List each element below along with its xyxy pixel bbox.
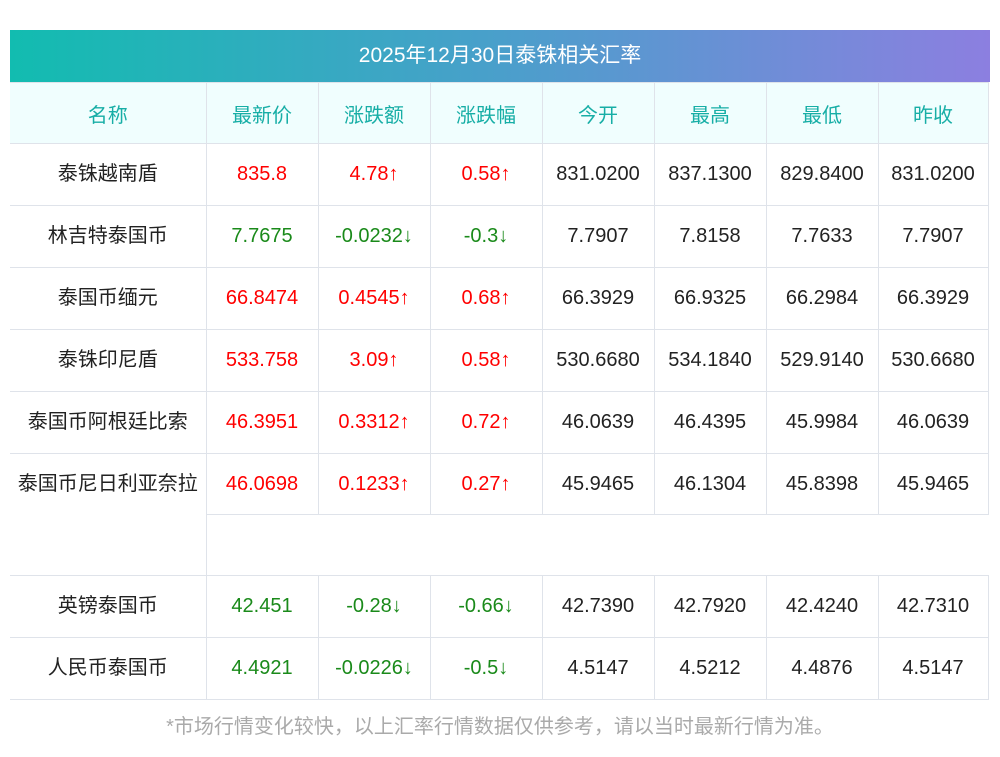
column-header: 最低 [765,82,879,144]
cell-pct: 0.68↑ [429,267,543,330]
cell-open: 7.7907 [541,205,655,268]
cell-high: 7.8158 [653,205,767,268]
cell-open: 4.5147 [541,637,655,700]
currency-pair-name: 英镑泰国币 [10,575,207,638]
cell-open: 530.6680 [541,329,655,392]
table-row: 泰国币尼日利亚奈拉 46.0698 0.1233↑ 0.27↑ 45.9465 46.13… [10,453,989,576]
cell-high: 46.1304 [653,453,767,515]
disclaimer-note: *市场行情变化较快，以上汇率行情数据仅供参考，请以当时最新行情为准。 [166,716,834,738]
table-row: 泰国币阿根廷比索 46.3951 0.3312↑ 0.72↑ 46.0639 46.439… [10,391,989,454]
column-header: 最高 [653,82,767,144]
cell-change: 0.4545↑ [317,267,431,330]
wrap-row [10,514,988,576]
currency-pair-name: 泰铢越南盾 [10,143,207,206]
cell-low: 4.4876 [765,637,879,700]
exchange-rate-table: 名称 最新价 涨跌额 涨跌幅 今开 最高 最低 昨收 泰铢越南盾 835.8 4.78↑ 0.58↑… [10,82,989,700]
currency-pair-name: 人民币泰国币 [10,637,207,700]
table-row: 泰铢越南盾 835.8 4.78↑ 0.58↑ 831.0200 837.1300 829.… [10,143,989,206]
column-header: 涨跌幅 [429,82,543,144]
cell-low: 829.8400 [765,143,879,206]
cell-pct: 0.58↑ [429,143,543,206]
cell-pct: -0.66↓ [429,575,543,638]
cell-high: 46.4395 [653,391,767,454]
cell-prev: 42.7310 [877,575,989,638]
cell-latest: 42.451 [205,575,319,638]
cell-change: 0.1233↑ [317,453,431,515]
cell-high: 534.1840 [653,329,767,392]
cell-high: 42.7920 [653,575,767,638]
cell-latest: 46.3951 [205,391,319,454]
currency-pair-name: 泰铢印尼盾 [10,329,207,392]
cell-prev: 831.0200 [877,143,989,206]
cell-pct: 0.27↑ [429,453,543,515]
table-row: 林吉特泰国币 7.7675 -0.0232↓ -0.3↓ 7.7907 7.8158 7.7… [10,205,989,268]
cell-open: 66.3929 [541,267,655,330]
cell-low: 42.4240 [765,575,879,638]
cell-prev: 4.5147 [877,637,989,700]
cell-high: 4.5212 [653,637,767,700]
cell-change: 4.78↑ [317,143,431,206]
cell-latest: 835.8 [205,143,319,206]
cell-change: -0.28↓ [317,575,431,638]
table-row: 英镑泰国币 42.451 -0.28↓ -0.66↓ 42.7390 42.7920 42.… [10,575,989,638]
table-row: 泰铢印尼盾 533.758 3.09↑ 0.58↑ 530.6680 534.1840 52… [10,329,989,392]
cell-high: 66.9325 [653,267,767,330]
column-header: 涨跌额 [317,82,431,144]
column-header: 昨收 [877,82,989,144]
cell-low: 45.8398 [765,453,879,515]
empty-cell [206,514,988,576]
currency-pair-name: 泰国币阿根廷比索 [10,391,207,454]
cell-prev: 46.0639 [877,391,989,454]
cell-open: 831.0200 [541,143,655,206]
cell-low: 529.9140 [765,329,879,392]
cell-low: 66.2984 [765,267,879,330]
header-row: 名称 最新价 涨跌额 涨跌幅 今开 最高 最低 昨收 [10,82,989,144]
cell-open: 45.9465 [541,453,655,515]
cell-latest: 46.0698 [205,453,319,515]
cell-pct: -0.3↓ [429,205,543,268]
table-row: 泰国币缅元 66.8474 0.4545↑ 0.68↑ 66.3929 66.9325 66… [10,267,989,330]
currency-pair-name: 林吉特泰国币 [10,205,207,268]
cell-pct: 0.72↑ [429,391,543,454]
currency-pair-name: 泰国币缅元 [10,267,207,330]
cell-pct: -0.5↓ [429,637,543,700]
column-header: 今开 [541,82,655,144]
cell-latest: 4.4921 [205,637,319,700]
cell-latest: 7.7675 [205,205,319,268]
column-header: 最新价 [205,82,319,144]
cell-low: 7.7633 [765,205,879,268]
currency-pair-name: 泰国币尼日利亚奈拉 [10,453,207,576]
cell-prev: 530.6680 [877,329,989,392]
cell-open: 46.0639 [541,391,655,454]
table-row: 人民币泰国币 4.4921 -0.0226↓ -0.5↓ 4.5147 4.5212 4.4… [10,637,989,700]
table-title: 2025年12月30日泰铢相关汇率 [10,30,990,82]
cell-open: 42.7390 [541,575,655,638]
cell-change: 0.3312↑ [317,391,431,454]
column-header: 名称 [10,82,207,144]
cell-change: 3.09↑ [317,329,431,392]
cell-prev: 66.3929 [877,267,989,330]
cell-change: -0.0232↓ [317,205,431,268]
cell-prev: 7.7907 [877,205,989,268]
cell-latest: 66.8474 [205,267,319,330]
cell-pct: 0.58↑ [429,329,543,392]
cell-change: -0.0226↓ [317,637,431,700]
rate-table-container: 2025年12月30日泰铢相关汇率 名称 最新价 涨跌额 涨跌幅 今开 最高 最低 昨收 泰铢… [10,30,990,700]
cell-latest: 533.758 [205,329,319,392]
cell-high: 837.1300 [653,143,767,206]
cell-prev: 45.9465 [877,453,989,515]
cell-low: 45.9984 [765,391,879,454]
